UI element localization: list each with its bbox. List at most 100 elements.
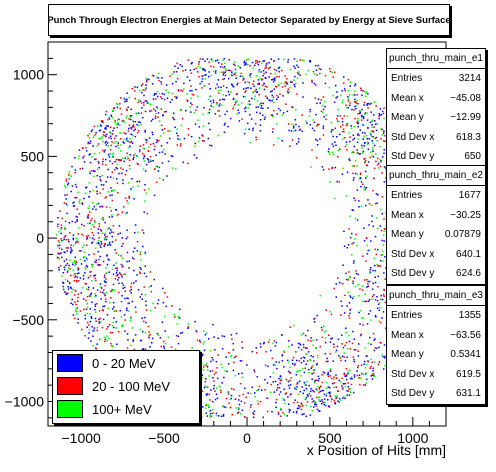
scatter-point (233, 73, 235, 76)
scatter-point (84, 335, 86, 337)
scatter-point (264, 389, 266, 391)
scatter-point (63, 268, 66, 271)
scatter-point (253, 413, 255, 415)
scatter-point (108, 243, 111, 245)
scatter-point (331, 129, 333, 131)
scatter-point (128, 197, 130, 199)
scatter-point (148, 137, 151, 139)
scatter-point (101, 232, 103, 234)
scatter-point (185, 109, 187, 112)
scatter-point (351, 165, 354, 167)
scatter-point (157, 334, 160, 336)
scatter-point (81, 167, 84, 170)
scatter-point (254, 98, 256, 100)
scatter-point (104, 243, 106, 245)
scatter-point (107, 191, 109, 193)
scatter-point (67, 286, 69, 288)
scatter-point (373, 144, 376, 147)
scatter-point (225, 69, 228, 72)
scatter-point (295, 374, 298, 376)
scatter-point (211, 370, 214, 372)
scatter-point (111, 199, 114, 202)
scatter-point (215, 387, 218, 389)
scatter-point (332, 135, 334, 138)
scatter-point (68, 178, 71, 180)
scatter-point (104, 234, 106, 236)
scatter-point (110, 210, 112, 212)
scatter-point (201, 134, 203, 136)
scatter-point (352, 282, 354, 285)
stats-row: Entries 1355 (387, 306, 485, 326)
scatter-point (151, 83, 154, 85)
scatter-point (287, 403, 290, 405)
scatter-point (132, 158, 134, 160)
scatter-point (336, 395, 338, 397)
scatter-point (75, 215, 77, 218)
scatter-point (371, 140, 373, 142)
scatter-point (383, 295, 385, 297)
scatter-point (292, 356, 295, 359)
scatter-point (329, 370, 332, 372)
scatter-point (231, 74, 233, 77)
scatter-point (319, 294, 322, 297)
scatter-point (330, 338, 332, 340)
scatter-point (303, 413, 305, 415)
scatter-point (153, 94, 155, 96)
scatter-point (326, 357, 328, 360)
scatter-point (78, 250, 81, 252)
scatter-point (141, 298, 143, 300)
scatter-point (102, 121, 104, 124)
scatter-point (61, 217, 64, 220)
scatter-point (238, 395, 241, 397)
scatter-point (141, 293, 143, 296)
scatter-point (230, 91, 232, 93)
scatter-point (323, 393, 326, 395)
scatter-point (176, 132, 178, 135)
scatter-point (91, 237, 94, 239)
scatter-point (128, 195, 130, 198)
scatter-point (318, 391, 320, 394)
scatter-point (300, 349, 303, 351)
scatter-point (354, 217, 357, 220)
scatter-point (365, 204, 367, 207)
scatter-point (278, 361, 281, 363)
scatter-point (295, 82, 297, 85)
scatter-point (254, 396, 256, 398)
scatter-point (96, 303, 98, 305)
scatter-point (322, 108, 325, 111)
scatter-point (331, 377, 333, 380)
scatter-point (377, 275, 379, 278)
scatter-point (303, 346, 305, 348)
scatter-point (382, 156, 384, 158)
scatter-point (315, 388, 318, 390)
scatter-point (210, 105, 212, 107)
scatter-point (359, 110, 361, 112)
scatter-point (293, 83, 295, 86)
scatter-point (144, 316, 146, 319)
scatter-point (150, 309, 152, 312)
scatter-point (203, 140, 205, 142)
scatter-point (122, 119, 125, 122)
scatter-point (383, 368, 385, 370)
stats-value: 1677 (458, 190, 481, 201)
scatter-point (364, 293, 366, 295)
scatter-point (125, 117, 127, 119)
scatter-point (98, 258, 100, 261)
scatter-point (127, 155, 129, 157)
scatter-point (88, 133, 91, 135)
scatter-point (124, 273, 126, 275)
scatter-point (301, 413, 304, 416)
scatter-point (88, 196, 90, 198)
scatter-point (209, 416, 211, 418)
scatter-point (380, 294, 383, 297)
scatter-point (325, 309, 327, 311)
scatter-point (234, 72, 237, 74)
scatter-point (268, 339, 271, 341)
scatter-point (223, 98, 226, 101)
scatter-point (127, 339, 129, 341)
scatter-point (331, 71, 333, 74)
scatter-point (364, 300, 366, 303)
scatter-point (117, 254, 120, 256)
scatter-point (156, 106, 158, 108)
scatter-point (212, 101, 215, 103)
